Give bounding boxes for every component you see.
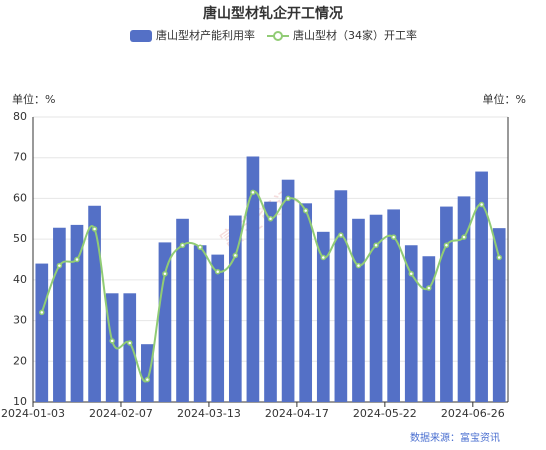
bar [264, 201, 277, 402]
bar [141, 344, 154, 402]
line-point [144, 376, 151, 383]
line-point [250, 189, 256, 196]
line-point [232, 252, 239, 259]
line-point [127, 340, 133, 346]
line-point [461, 234, 467, 240]
line-point [214, 268, 221, 275]
y-tick-label: 80 [13, 110, 27, 123]
line-point [109, 338, 115, 344]
bar [404, 245, 418, 402]
y-unit-left: 单位：% [12, 92, 55, 106]
x-tick-label: 2024-06-26 [441, 407, 505, 420]
line-point [302, 207, 309, 214]
y-tick-label: 30 [13, 314, 27, 327]
line-point [39, 309, 45, 316]
x-tick-label: 2024-02-07 [89, 407, 153, 420]
line-point [338, 232, 344, 238]
bar [492, 228, 506, 402]
line-point [355, 262, 362, 269]
bar [475, 171, 488, 402]
bar [176, 218, 189, 402]
bar [440, 206, 453, 402]
legend-label: 唐山型材产能利用率 [156, 28, 255, 42]
line-point [390, 234, 397, 240]
bar [35, 263, 49, 402]
legend-swatch [130, 30, 152, 42]
legend-swatch [273, 31, 283, 41]
bar [422, 256, 436, 402]
x-tick-label: 2024-05-22 [353, 407, 417, 420]
line-point [496, 254, 502, 261]
y-tick-label: 10 [13, 395, 27, 408]
bar [211, 254, 225, 402]
bar [88, 205, 101, 402]
bar [193, 245, 207, 402]
bar [123, 293, 137, 402]
bar [457, 196, 471, 402]
line-point [373, 242, 379, 248]
legend-label: 唐山型材（34家）开工率 [293, 28, 417, 42]
line-point [91, 226, 98, 232]
bar [299, 203, 313, 402]
bar [352, 218, 365, 402]
x-tick-label: 2024-03-13 [177, 407, 241, 420]
line-point [267, 216, 274, 222]
line-point [74, 256, 80, 263]
line-point [285, 195, 291, 202]
line-point [179, 242, 186, 248]
y-tick-label: 40 [13, 273, 27, 286]
bar [158, 242, 172, 402]
bar [316, 231, 330, 402]
line-point [162, 271, 168, 277]
x-tick-label: 2024-01-03 [1, 407, 65, 420]
line-point [443, 242, 450, 248]
bar [246, 156, 260, 402]
y-unit-right: 单位：% [483, 92, 526, 106]
line-point [197, 244, 203, 251]
bar [281, 179, 295, 402]
x-tick-label: 2024-04-17 [265, 407, 329, 420]
bar [334, 190, 348, 402]
bar [70, 224, 84, 402]
line [40, 190, 501, 383]
y-tick-label: 70 [13, 151, 27, 164]
line-point [56, 262, 63, 269]
chart-title: 唐山型材轧企开工情况 [203, 5, 343, 22]
bar [369, 214, 383, 402]
bar [387, 209, 400, 402]
line-point [426, 285, 432, 291]
line-point [320, 254, 327, 261]
line-point [478, 201, 485, 208]
source: 数据来源：富宝资讯 [410, 431, 500, 444]
line-point [408, 271, 414, 277]
y-tick-label: 60 [13, 191, 27, 204]
y-tick-label: 20 [13, 354, 27, 367]
y-tick-label: 50 [13, 232, 27, 245]
bar [53, 227, 66, 402]
